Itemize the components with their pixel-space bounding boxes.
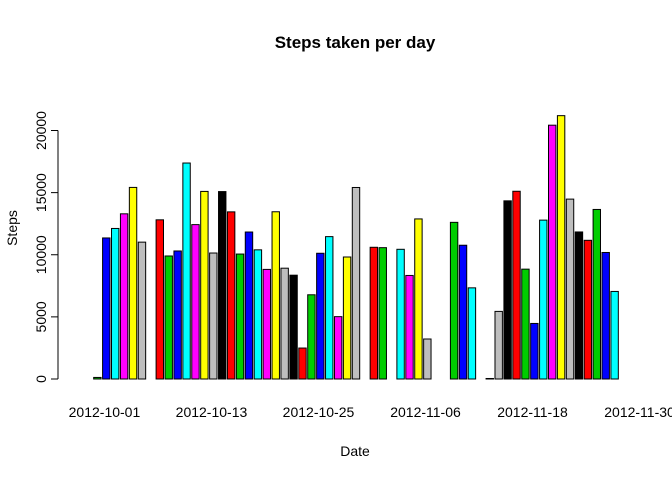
bar-2012-11-06	[405, 274, 414, 380]
bar-2012-10-16	[218, 191, 227, 380]
bar-2012-10-17	[226, 211, 236, 380]
y-tick-label-15000: 15000	[33, 173, 49, 212]
x-tick-label-2012-10-01: 2012-10-01	[69, 404, 141, 420]
bar-2012-11-19	[521, 268, 530, 380]
bar-2012-10-19	[244, 231, 254, 380]
bar-2012-11-02	[369, 246, 379, 380]
bar-2012-11-27	[592, 208, 601, 380]
y-tick-label-0: 0	[33, 375, 49, 383]
bar-2012-10-18	[235, 253, 245, 380]
bar-2012-11-03	[378, 247, 387, 380]
bar-2012-10-02	[93, 376, 102, 380]
bar-2012-11-29	[610, 290, 619, 380]
x-axis-label: Date	[340, 443, 370, 459]
x-tick-label-2012-11-06: 2012-11-06	[390, 404, 461, 420]
bar-2012-10-30	[342, 256, 352, 380]
bar-2012-11-23	[556, 115, 566, 380]
bar-2012-11-18	[512, 190, 521, 380]
bar-2012-11-26	[583, 239, 593, 380]
bar-2012-10-22	[271, 211, 280, 380]
x-tick-label-2012-10-25: 2012-10-25	[283, 404, 355, 420]
bar-2012-10-11	[173, 250, 182, 380]
bars	[93, 115, 619, 380]
bar-2012-10-05	[119, 213, 129, 380]
y-tick-label-20000: 20000	[33, 111, 49, 150]
bar-2012-11-08	[423, 338, 432, 380]
bar-2012-10-10	[164, 255, 173, 380]
bar-2012-10-06	[128, 186, 138, 380]
y-axis-label: Steps	[4, 210, 20, 246]
bar-2012-10-29	[333, 316, 343, 380]
bar-2012-11-12	[458, 244, 468, 380]
bar-2012-10-13	[191, 224, 200, 380]
bar-2012-10-07	[137, 241, 147, 380]
bar-2012-10-15	[209, 252, 218, 380]
y-tick-label-10000: 10000	[33, 235, 49, 274]
bar-2012-11-13	[467, 287, 477, 380]
bar-2012-10-03	[102, 237, 111, 380]
x-tick-label-2012-10-13: 2012-10-13	[176, 404, 248, 420]
bar-2012-10-23	[280, 267, 289, 380]
bar-2012-11-20	[530, 322, 539, 380]
x-tick-label-2012-11-30: 2012-11-30	[604, 404, 672, 420]
bar-2012-10-12	[182, 162, 191, 380]
bar-2012-10-25	[298, 347, 307, 380]
bar-2012-11-05	[396, 248, 405, 380]
bar-2012-10-26	[307, 294, 316, 380]
bar-2012-10-31	[351, 186, 361, 380]
bar-2012-11-07	[414, 218, 423, 380]
bar-2012-11-22	[548, 124, 557, 380]
y-tick-label-5000: 5000	[33, 301, 49, 332]
bar-2012-10-20	[253, 249, 263, 380]
bar-2012-10-04	[111, 227, 120, 380]
bar-2012-10-21	[262, 268, 272, 380]
bar-2012-11-11	[449, 221, 459, 380]
x-axis-ticks: 2012-10-01 2012-10-13 2012-10-25 2012-11-06…	[69, 404, 672, 420]
bar-2012-11-24	[565, 198, 575, 380]
bar-2012-11-28	[601, 251, 610, 380]
bar-2012-11-17	[503, 200, 512, 380]
chart-title: Steps taken per day	[275, 33, 436, 52]
x-tick-label-2012-11-18: 2012-11-18	[497, 404, 568, 420]
bar-2012-11-25	[574, 231, 584, 380]
bar-2012-11-15	[485, 377, 494, 380]
bar-2012-10-24	[289, 274, 298, 380]
bar-2012-11-21	[539, 219, 548, 380]
y-axis: 0 5000 10000 15000 20000	[33, 111, 59, 383]
bar-2012-10-28	[325, 236, 334, 380]
bar-2012-10-09	[155, 219, 165, 380]
bar-2012-11-16	[494, 310, 503, 380]
bar-2012-10-14	[200, 190, 209, 380]
bar-2012-10-27	[316, 252, 325, 380]
